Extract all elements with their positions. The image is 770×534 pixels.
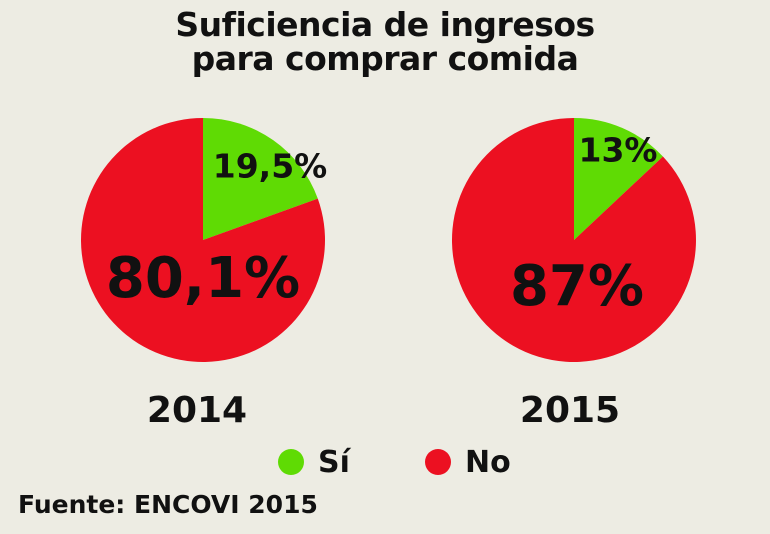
legend-swatch-si [278, 449, 304, 475]
legend-label-no: No [465, 444, 511, 480]
legend-swatch-no [425, 449, 451, 475]
chart-title-line-1: Suficiencia de ingresos [175, 5, 595, 44]
year-label-2014: 2014 [147, 390, 247, 431]
data-label-no-2014: 80,1% [106, 246, 300, 311]
pie-chart-2014: 19,5% 80,1% 2014 [81, 117, 328, 431]
pie-slice-no-2015 [451, 117, 696, 362]
chart-title-line-2: para comprar comida [191, 39, 579, 78]
year-label-2015: 2015 [520, 390, 620, 431]
data-label-no-2015: 87% [510, 254, 644, 319]
source-note: Fuente: ENCOVI 2015 [18, 490, 318, 519]
legend-label-si: Sí [318, 444, 350, 480]
legend-item-si: Sí [278, 442, 350, 482]
pie-slice-si-2015 [574, 118, 663, 240]
pie-chart-2015: 13% 87% 2015 [451, 117, 696, 431]
legend: Sí No [0, 442, 770, 482]
pie-slice-si-2014 [203, 117, 318, 240]
pie-slice-no-2014 [81, 118, 326, 362]
chart-title: Suficiencia de ingresos para comprar com… [0, 8, 770, 76]
data-label-si-2014: 19,5% [213, 147, 328, 186]
legend-item-no: No [425, 442, 511, 482]
data-label-si-2015: 13% [579, 131, 658, 170]
